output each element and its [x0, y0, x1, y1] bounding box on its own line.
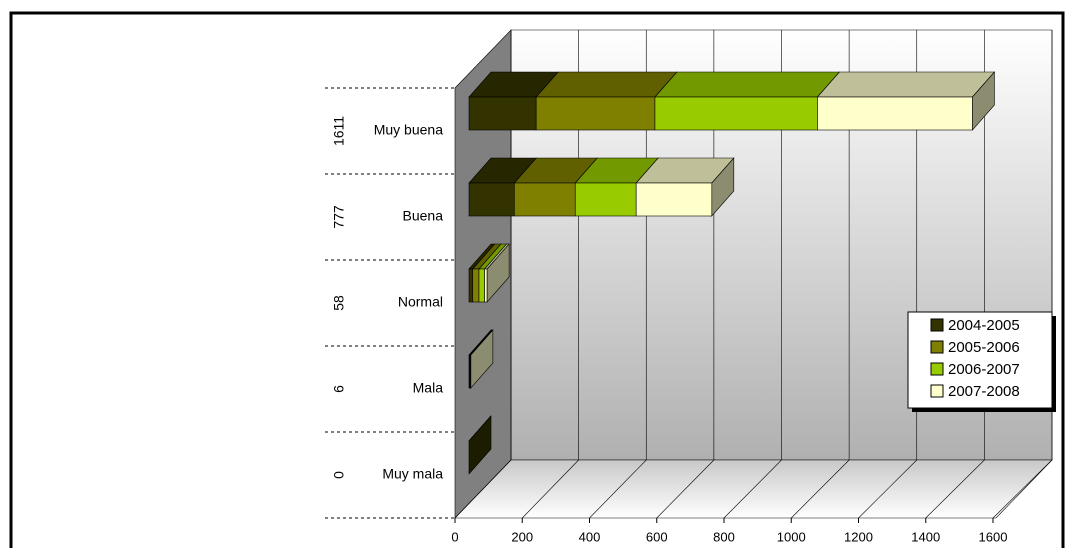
x-tick-label: 400	[579, 529, 601, 544]
bar	[469, 97, 536, 130]
total-label: 1611	[331, 116, 347, 146]
category-label: Mala	[413, 380, 444, 396]
legend-label: 2006-2007	[948, 361, 1020, 378]
bar	[514, 183, 575, 216]
total-label: 777	[331, 205, 347, 229]
bar	[817, 97, 972, 130]
bar-top	[817, 72, 994, 97]
bar	[536, 97, 655, 130]
x-tick-label: 600	[646, 529, 668, 544]
category-label: Muy buena	[374, 122, 443, 138]
bar	[473, 269, 479, 302]
bar	[636, 183, 712, 216]
legend-label: 2004-2005	[948, 317, 1020, 334]
bar	[469, 269, 473, 302]
x-tick-label: 1600	[979, 529, 1008, 544]
bar	[479, 269, 485, 302]
total-label: 6	[331, 385, 347, 393]
x-tick-label: 1200	[844, 529, 873, 544]
legend-label: 2005-2006	[948, 339, 1020, 356]
category-label: Buena	[403, 208, 444, 224]
bar	[485, 269, 488, 302]
floor	[455, 460, 1052, 518]
legend-swatch	[931, 363, 943, 375]
category-label: Normal	[398, 294, 443, 310]
x-tick-label: 200	[511, 529, 533, 544]
bar	[575, 183, 636, 216]
bar-top	[655, 72, 840, 97]
x-tick-label: 0	[451, 529, 458, 544]
total-label: 58	[331, 295, 347, 311]
bar	[469, 183, 514, 216]
x-tick-label: 1400	[911, 529, 940, 544]
x-tick-label: 800	[713, 529, 735, 544]
legend: 2004-2005 2005-2006 2006-2007 2007-2008	[908, 312, 1056, 412]
legend-swatch	[931, 341, 943, 353]
x-tick-label: 1000	[777, 529, 806, 544]
legend-swatch	[931, 385, 943, 397]
bar-top	[536, 72, 677, 97]
legend-label: 2007-2008	[948, 383, 1020, 400]
legend-swatch	[931, 319, 943, 331]
bar	[655, 97, 818, 130]
category-label: Muy mala	[382, 466, 443, 482]
total-label: 0	[331, 471, 347, 479]
